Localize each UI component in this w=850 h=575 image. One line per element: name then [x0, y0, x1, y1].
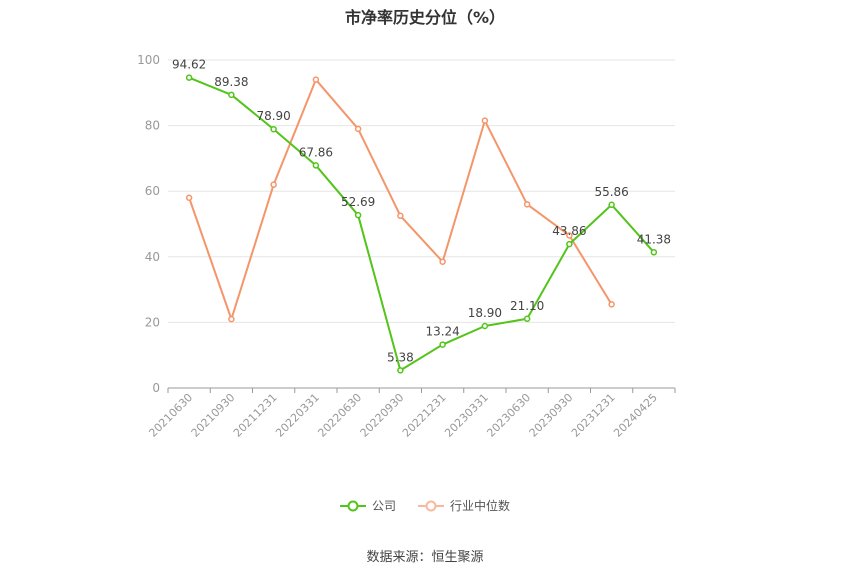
legend-swatch-industry-median: [418, 500, 444, 511]
data-point-industry-median: [608, 301, 615, 308]
data-label-company: 78.90: [256, 109, 290, 123]
x-tick-label: 20220930: [358, 391, 407, 440]
x-tick-label: 20211231: [231, 391, 280, 440]
chart-legend: 公司 行业中位数: [0, 497, 850, 514]
legend-item-company[interactable]: 公司: [339, 497, 396, 514]
data-point-industry-median: [523, 201, 531, 208]
data-point-company: [354, 211, 362, 219]
data-point-company: [566, 240, 573, 248]
data-point-industry-median: [270, 181, 277, 188]
data-point-company: [312, 162, 320, 169]
data-label-company: 55.86: [594, 185, 628, 199]
data-point-industry-median: [354, 125, 362, 133]
line-chart: 0204060801002021063020210930202112312022…: [137, 53, 676, 440]
x-tick-label: 20240425: [611, 391, 660, 440]
data-point-company: [439, 341, 446, 348]
data-label-company: 13.24: [425, 325, 459, 339]
data-label-company: 21.10: [510, 299, 544, 313]
data-label-company: 41.38: [637, 232, 671, 246]
data-label-company: 5.38: [387, 350, 414, 364]
x-tick-label: 20220331: [273, 391, 322, 440]
legend-label-industry-median: 行业中位数: [450, 499, 511, 513]
y-tick-label: 60: [145, 184, 160, 198]
data-point-company: [523, 315, 531, 323]
legend-item-industry-median[interactable]: 行业中位数: [418, 497, 510, 514]
y-tick-label: 0: [152, 381, 160, 395]
data-label-company: 18.90: [468, 306, 502, 320]
x-tick-label: 20220630: [315, 391, 364, 440]
data-point-company: [397, 367, 404, 374]
data-point-industry-median: [228, 315, 235, 323]
y-tick-label: 20: [145, 315, 160, 329]
legend-label-company: 公司: [371, 499, 396, 513]
x-tick-label: 20230930: [527, 391, 576, 440]
series-line-company: [188, 76, 655, 372]
data-point-industry-median: [566, 232, 573, 239]
x-tick-label: 20231231: [569, 391, 618, 440]
data-point-industry-median: [185, 194, 193, 202]
y-tick-label: 80: [145, 119, 160, 133]
data-point-industry-median: [439, 258, 446, 265]
data-point-company: [228, 91, 235, 99]
x-tick-label: 20210930: [189, 391, 238, 440]
chart-title: 市净率历史分位（%）: [344, 8, 506, 27]
data-point-company: [481, 322, 489, 330]
data-label-company: 67.86: [299, 145, 333, 159]
x-tick-label: 20210630: [146, 391, 195, 440]
data-label-company: 43.86: [552, 224, 586, 238]
data-label-company: 52.69: [341, 195, 375, 209]
data-point-industry-median: [397, 212, 404, 220]
y-tick-label: 40: [145, 250, 160, 264]
x-tick-label: 20230630: [484, 391, 533, 440]
data-point-company: [185, 74, 193, 81]
data-point-company: [270, 125, 277, 133]
data-point-industry-median: [312, 76, 320, 83]
x-tick-label: 20221231: [400, 391, 449, 440]
legend-swatch-company: [339, 500, 366, 511]
data-label-company: 89.38: [214, 75, 248, 89]
data-point-company: [608, 201, 615, 209]
data-point-company: [650, 249, 658, 256]
y-tick-label: 100: [137, 53, 160, 67]
data-source: 数据来源：恒生聚源: [366, 550, 484, 565]
data-point-industry-median: [481, 117, 489, 124]
data-label-company: 94.62: [172, 58, 206, 72]
x-tick-label: 20230331: [442, 391, 491, 440]
